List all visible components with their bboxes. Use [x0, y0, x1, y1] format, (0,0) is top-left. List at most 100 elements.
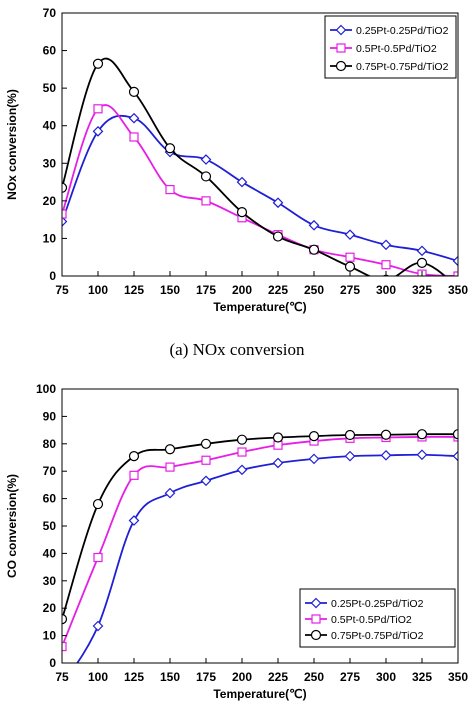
data-point: [92, 620, 104, 632]
legend-marker: [335, 24, 347, 36]
data-point: [200, 154, 212, 165]
data-point: [308, 431, 320, 442]
x-tick-label: 175: [196, 283, 216, 297]
data-point: [200, 171, 212, 182]
data-point: [92, 498, 104, 510]
legend-box: [324, 15, 457, 79]
x-tick-label: 350: [448, 670, 468, 684]
y-tick-label: 80: [43, 437, 57, 451]
legend-label: 0.5Pt-0.5Pd/TiO2: [331, 614, 412, 626]
x-tick-label: 200: [232, 670, 252, 684]
data-point: [93, 552, 103, 563]
data-point: [165, 184, 175, 195]
y-tick-label: 10: [43, 231, 57, 245]
legend-label: 0.25Pt-0.25Pd/TiO2: [331, 598, 424, 610]
data-point: [272, 197, 284, 209]
data-point: [416, 449, 428, 461]
x-tick-label: 75: [55, 670, 69, 684]
x-tick-label: 325: [412, 283, 432, 297]
y-tick-label: 60: [43, 44, 57, 58]
x-tick-label: 275: [340, 670, 360, 684]
data-point: [128, 86, 140, 98]
data-point: [381, 260, 391, 270]
data-point: [308, 219, 320, 231]
data-point: [164, 487, 176, 499]
data-point: [129, 132, 139, 142]
data-point: [92, 58, 104, 69]
data-point: [416, 257, 428, 268]
y-tick-label: 30: [43, 156, 57, 170]
legend-box: [299, 588, 456, 648]
data-point: [128, 112, 140, 124]
legend: 0.25Pt-0.25Pd/TiO2 0.5Pt-0.5Pd/TiO2 0.75Pt…: [324, 15, 457, 79]
data-point: [453, 271, 458, 276]
data-point: [344, 229, 356, 241]
data-point: [237, 447, 247, 457]
x-tick-label: 300: [376, 670, 396, 684]
data-point: [165, 462, 175, 472]
plot-frame: [61, 12, 459, 277]
y-tick-label: 20: [43, 194, 57, 208]
data-point: [200, 475, 212, 487]
data-point: [452, 429, 458, 440]
y-tick-label: 60: [43, 492, 57, 506]
legend-marker: [336, 43, 346, 53]
x-axis-label: Temperature(℃): [213, 687, 306, 701]
x-tick-label: 225: [268, 283, 288, 297]
legend-label: 0.75Pt-0.75Pd/TiO2: [356, 61, 449, 73]
data-point: [416, 245, 428, 257]
data-point: [380, 449, 392, 461]
y-tick-label: 40: [43, 546, 57, 560]
y-axis-label: NOx conversion(%): [5, 89, 19, 200]
legend-label: 0.5Pt-0.5Pd/TiO2: [356, 43, 437, 55]
data-point: [62, 182, 68, 193]
x-tick-label: 200: [232, 283, 252, 297]
legend-marker: [310, 629, 322, 641]
y-tick-label: 30: [43, 574, 57, 588]
y-tick-label: 40: [43, 119, 57, 133]
y-tick-label: 50: [43, 81, 57, 95]
data-point: [272, 231, 284, 242]
y-tick-label: 100: [36, 382, 56, 396]
data-point: [452, 450, 458, 462]
data-point: [93, 104, 103, 114]
x-tick-label: 250: [304, 283, 324, 297]
y-axis-label: CO conversion(%): [5, 474, 19, 578]
y-tick-label: 90: [43, 409, 57, 423]
data-point: [344, 450, 356, 462]
x-tick-label: 75: [55, 283, 69, 297]
data-point: [344, 429, 356, 441]
y-tick-label: 70: [43, 464, 57, 478]
series-line-1: [62, 114, 458, 262]
y-tick-label: 70: [43, 6, 57, 20]
data-point: [272, 432, 284, 443]
series-line-1: [76, 453, 458, 663]
nox-conversion-chart: 0 10 20 30 40 50 60 70 75 100 125 150 175 200 225 250 27…: [5, 6, 468, 314]
data-point: [62, 614, 68, 625]
data-point: [380, 239, 392, 251]
x-tick-label: 100: [88, 670, 108, 684]
legend-marker: [335, 60, 347, 72]
data-point: [62, 216, 68, 227]
x-tick-label: 125: [124, 283, 144, 297]
data-point: [164, 143, 176, 154]
data-point: [416, 429, 428, 440]
data-point: [164, 444, 176, 455]
data-point: [344, 261, 356, 272]
x-tick-label: 350: [448, 283, 468, 297]
data-point: [129, 470, 139, 480]
chart-caption: (a) NOx conversion: [169, 340, 305, 359]
data-point: [201, 196, 211, 206]
legend-label: 0.25Pt-0.25Pd/TiO2: [356, 25, 449, 37]
x-tick-label: 325: [412, 670, 432, 684]
legend-marker: [310, 597, 322, 609]
y-tick-label: 20: [43, 601, 57, 615]
x-tick-label: 175: [196, 670, 216, 684]
data-point: [201, 455, 211, 465]
data-point: [452, 255, 458, 267]
data-point: [272, 457, 284, 469]
legend: 0.25Pt-0.25Pd/TiO2 0.5Pt-0.5Pd/TiO2 0.75Pt…: [299, 588, 456, 648]
y-tick-label: 0: [49, 656, 56, 670]
x-tick-label: 225: [268, 670, 288, 684]
series-line-2: [62, 104, 458, 276]
